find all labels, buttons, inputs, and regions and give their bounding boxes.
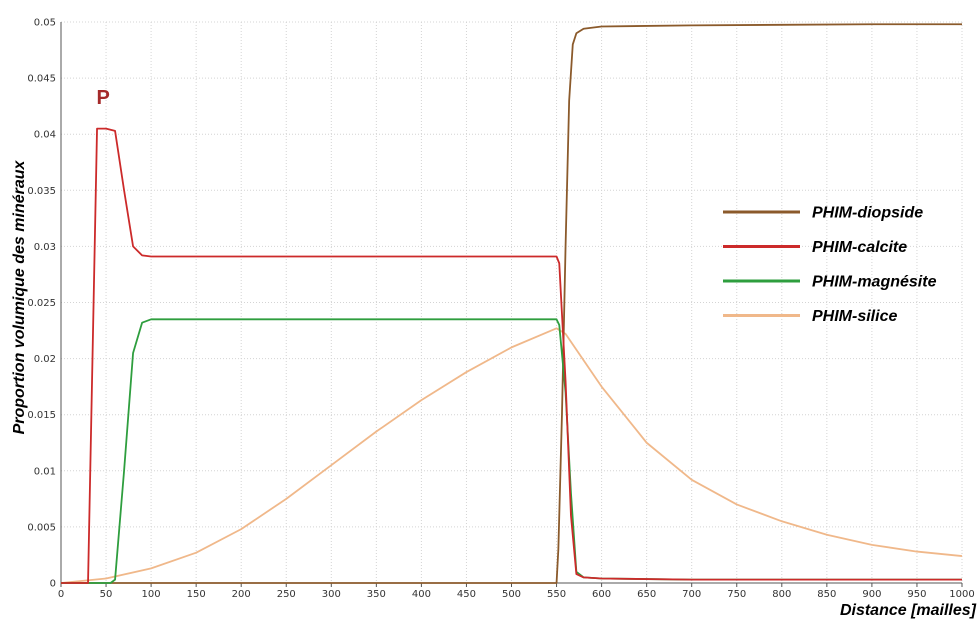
- series-line-phim-diopside: [61, 23, 962, 584]
- series-lines: [60, 23, 963, 584]
- y-tick-label: 0.01: [34, 466, 56, 477]
- y-tick-label: 0.025: [27, 298, 56, 309]
- tick-labels: 0 0.005 0.01 0.015 0.02 0.025 0.03 0.035 0.04 0.0…: [27, 18, 974, 601]
- y-tick-label: 0.04: [34, 130, 56, 141]
- x-tick-label: 500: [502, 589, 521, 600]
- y-tick-label: 0.05: [34, 18, 56, 29]
- y-axis-title: Proportion volumique des minéraux: [11, 159, 28, 434]
- x-axis-title: Distance [mailles]: [840, 602, 977, 619]
- legend-label: PHIM-diopside: [812, 205, 923, 222]
- y-tick-label: 0.03: [34, 242, 56, 253]
- y-tick-label: 0.005: [27, 522, 56, 533]
- x-tick-label: 950: [907, 589, 926, 600]
- y-tick-label: 0.02: [34, 354, 56, 365]
- series-line-phim-calcite: [61, 127, 962, 584]
- x-tick-label: 300: [322, 589, 341, 600]
- x-tick-label: 600: [592, 589, 611, 600]
- x-tick-label: 200: [232, 589, 251, 600]
- y-tick-label: 0.035: [27, 186, 56, 197]
- x-tick-label: 150: [187, 589, 206, 600]
- x-tick-label: 650: [637, 589, 656, 600]
- legend-label: PHIM-calcite: [812, 239, 907, 256]
- x-tick-label: 0: [58, 589, 64, 600]
- x-tick-label: 50: [100, 589, 113, 600]
- x-tick-label: 550: [547, 589, 566, 600]
- y-tick-label: 0: [50, 579, 56, 590]
- x-tick-label: 250: [277, 589, 296, 600]
- legend: PHIM-diopside PHIM-calcite PHIM-magnésite P…: [723, 205, 937, 325]
- x-tick-label: 400: [412, 589, 431, 600]
- peak-annotation-label: P: [97, 87, 110, 109]
- grid: [60, 21, 963, 584]
- legend-label: PHIM-magnésite: [812, 274, 937, 291]
- x-tick-label: 350: [367, 589, 386, 600]
- y-tick-label: 0.045: [27, 74, 56, 85]
- x-tick-label: 1000: [949, 589, 974, 600]
- x-tick-label: 100: [142, 589, 161, 600]
- y-tick-label: 0.015: [27, 410, 56, 421]
- x-tick-label: 450: [457, 589, 476, 600]
- x-tick-label: 700: [682, 589, 701, 600]
- x-tick-label: 900: [862, 589, 881, 600]
- x-tick-label: 750: [727, 589, 746, 600]
- x-tick-label: 850: [817, 589, 836, 600]
- series-line-phim-silice: [60, 327, 963, 584]
- legend-label: PHIM-silice: [812, 308, 897, 325]
- x-tick-label: 800: [772, 589, 791, 600]
